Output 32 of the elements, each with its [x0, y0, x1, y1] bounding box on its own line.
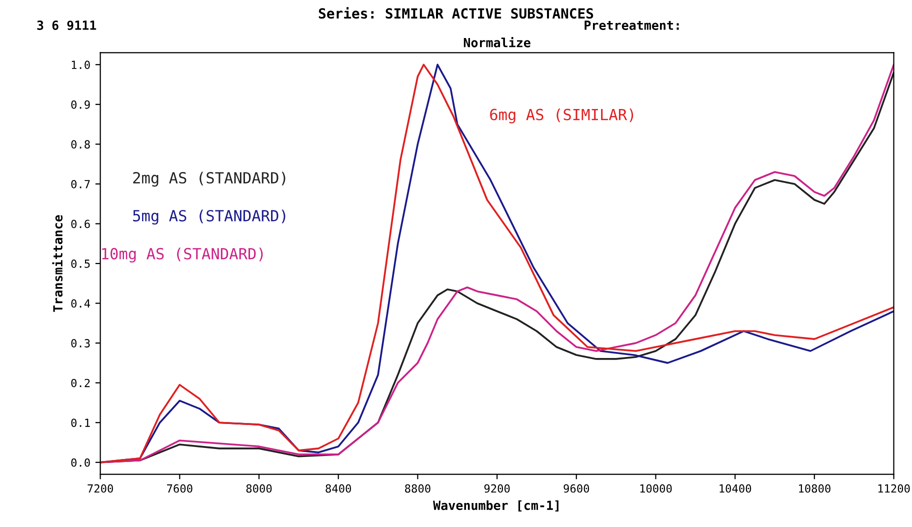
text: 10mg AS (STANDARD)	[102, 248, 263, 263]
x-tick-label: 8000	[246, 484, 272, 493]
text: 6mg AS (SIMILAR)	[490, 108, 634, 124]
x-tick-label: 9600	[564, 484, 590, 493]
x-axis-title: Wavenumber [cm-1]	[433, 500, 558, 512]
y-tick-label: 0.7	[71, 180, 90, 188]
y-tick-label: 0.1	[71, 418, 90, 428]
y-tick-label: 0.2	[71, 378, 90, 388]
y-tick-label: 0.5	[71, 260, 90, 268]
chart-title: Series: SIMILAR ACTIVE SUBSTANCES	[318, 7, 594, 19]
y-tick-label: 0.9	[71, 100, 90, 109]
x-tick-label: 8800	[405, 484, 430, 493]
y-tick-label: 1.0	[72, 60, 90, 70]
text: 3 6 9111	[37, 20, 96, 30]
x-tick-label: 11200	[878, 484, 910, 493]
x-tick-label: 10400	[720, 484, 752, 493]
x-tick-label: 9200	[484, 484, 510, 493]
x-tick-label: 7600	[167, 484, 192, 493]
chart-subtitle: Normalize	[464, 36, 530, 48]
y-tick-label: 0.8	[71, 140, 90, 149]
y-tick-label: 0.4	[71, 299, 90, 308]
y-axis-title: Transmittance	[52, 215, 63, 312]
x-tick-label: 8400	[326, 484, 352, 493]
y-tick-label: 0.0	[71, 458, 90, 467]
x-tick-label: 10800	[799, 484, 830, 493]
text: 2mg AS (STANDARD)	[133, 172, 286, 187]
text: 5mg AS (STANDARD)	[133, 210, 286, 225]
text: Pretreatment:	[584, 20, 679, 30]
y-tick-label: 0.3	[71, 339, 90, 348]
x-tick-label: 7200	[88, 484, 113, 493]
y-tick-label: 0.6	[71, 220, 90, 228]
x-tick-label: 10000	[640, 484, 672, 493]
